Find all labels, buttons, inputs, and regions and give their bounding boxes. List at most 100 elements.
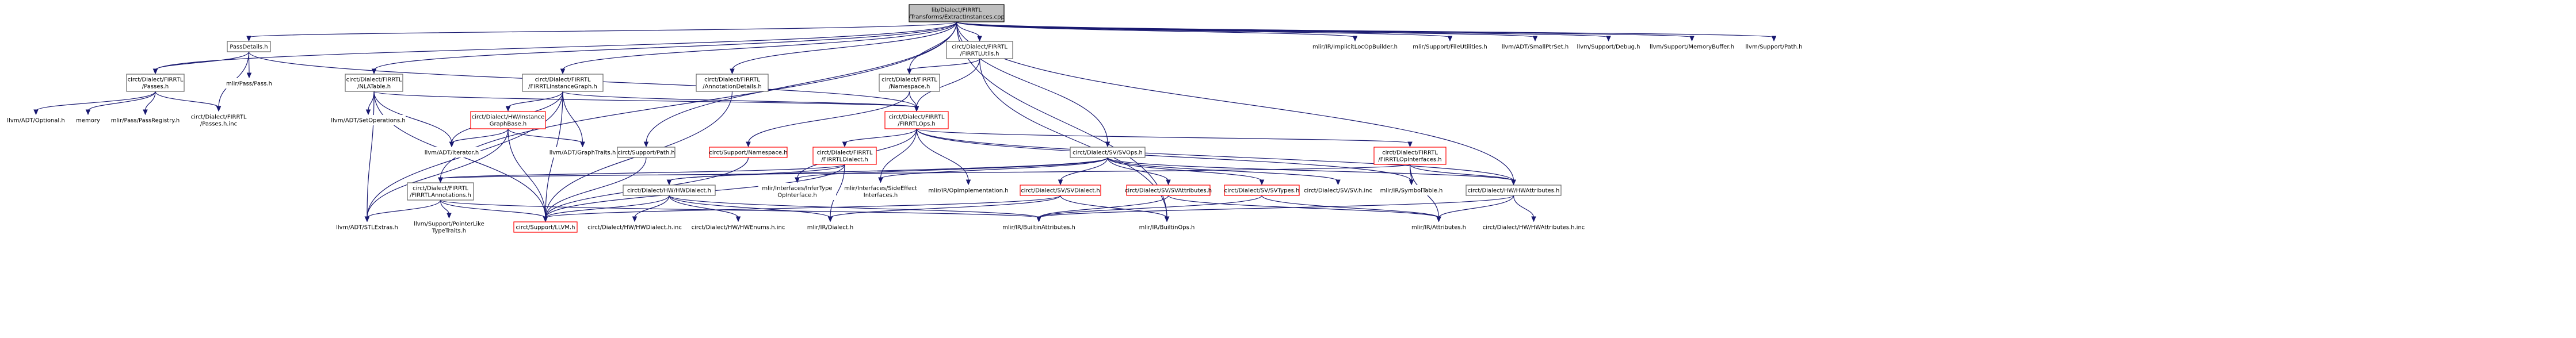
node-file-utilities[interactable]: mlir/Support/FileUtilities.h	[1410, 41, 1490, 52]
node-box	[1483, 222, 1584, 232]
edge-firrtl-namespace-to-firrtl-ops	[909, 91, 919, 112]
node-label-line: GraphBase.h	[490, 121, 527, 128]
node-small-ptr-set[interactable]: llvm/ADT/SmallPtrSet.h	[1501, 41, 1570, 52]
node-label-line: TypeTraits.h	[432, 228, 466, 235]
edge-firrtl-utils-to-builtin-ops	[979, 58, 1170, 222]
edge-sv-ops-to-hw-attributes	[1107, 157, 1516, 186]
node-box	[946, 41, 1013, 59]
node-box	[692, 222, 784, 232]
node-instance-graph[interactable]: circt/Dialect/FIRRTL/FIRRTLInstanceGraph…	[522, 74, 604, 92]
node-label-line: /Namespace.h	[889, 84, 930, 90]
node-box	[879, 74, 940, 92]
node-pass-registry[interactable]: mlir/Pass/PassRegistry.h	[109, 115, 181, 125]
node-sv-inc[interactable]: circt/Dialect/SV/SV.h.inc	[1304, 185, 1372, 195]
node-passes-inc[interactable]: circt/Dialect/FIRRTL/Passes.h.inc	[190, 112, 247, 129]
node-sv-attributes[interactable]: circt/Dialect/SV/SVAttributes.h	[1125, 185, 1212, 196]
node-label-line: llvm/ADT/STLExtras.h	[336, 225, 398, 231]
node-label-line: /Passes.h.inc	[200, 121, 237, 128]
node-label-line: llvm/Support/PointerLike	[414, 221, 484, 228]
node-llvm-debug[interactable]: llvm/Support/Debug.h	[1577, 41, 1640, 52]
node-sv-ops[interactable]: circt/Dialect/SV/SVOps.h	[1070, 147, 1146, 158]
edge-sv-types-to-builtin-attributes	[1036, 195, 1262, 222]
node-label-line: circt/Dialect/SV/SVTypes.h	[1224, 188, 1300, 194]
node-box	[1578, 41, 1639, 52]
node-llvm-iterator[interactable]: llvm/ADT/iterator.h	[423, 147, 480, 158]
node-memory-buffer[interactable]: llvm/Support/MemoryBuffer.h	[1650, 41, 1734, 52]
node-hw-dialect-inc[interactable]: circt/Dialect/HW/HWDialect.h.inc	[587, 222, 682, 232]
node-box	[1000, 222, 1078, 232]
node-label-line: llvm/ADT/SetOperations.h	[331, 118, 406, 124]
edge-sv-ops-to-sv-inc	[1107, 157, 1341, 186]
node-label-line: /FIRRTLDialect.h	[821, 157, 868, 163]
node-hw-hw-dialect[interactable]: circt/Dialect/HW/HWDialect.h	[623, 185, 716, 196]
node-label-line: circt/Dialect/SV/SVOps.h	[1073, 150, 1143, 156]
node-label-line: mlir/Pass/Pass.h	[226, 81, 272, 87]
node-sv-dialect[interactable]: circt/Dialect/SV/SVDialect.h	[1020, 185, 1101, 196]
node-firrtl-dialect[interactable]: circt/Dialect/FIRRTL/FIRRTLDialect.h	[812, 147, 877, 165]
node-firrtl-annotations[interactable]: circt/Dialect/FIRRTL/FIRRTLAnnotations.h	[407, 182, 474, 201]
node-firrtl-ops[interactable]: circt/Dialect/FIRRTL/FIRRTLOps.h	[884, 111, 949, 129]
node-llvm-path[interactable]: llvm/Support/Path.h	[1745, 41, 1803, 52]
node-hw-attributes-inc[interactable]: circt/Dialect/HW/HWAttributes.h.inc	[1483, 222, 1585, 232]
node-builtin-ops[interactable]: mlir/IR/BuiltinOps.h	[1135, 222, 1199, 232]
node-builtin-attributes[interactable]: mlir/IR/BuiltinAttributes.h	[1000, 222, 1078, 232]
node-label-line: mlir/Support/FileUtilities.h	[1413, 44, 1487, 51]
node-op-implementation[interactable]: mlir/IR/OpImplementation.h	[928, 185, 1009, 195]
node-label-line: llvm/ADT/SmallPtrSet.h	[1502, 44, 1569, 51]
node-support-path[interactable]: circt/Support/Path.h	[617, 147, 676, 158]
node-firrtl-namespace[interactable]: circt/Dialect/FIRRTL/Namespace.h	[879, 74, 940, 92]
node-implicit-loc-op-builder[interactable]: mlir/IR/ImplicitLocOpBuilder.h	[1312, 41, 1398, 52]
node-box	[1070, 147, 1146, 158]
node-label-line: circt/Dialect/HW/HWEnums.h.inc	[692, 225, 785, 231]
edge-root-to-firrtl-utils	[956, 21, 982, 42]
node-support-namespace[interactable]: circt/Support/Namespace.h	[709, 147, 788, 158]
node-passdetails[interactable]: PassDetails.h	[227, 41, 271, 52]
node-label-line: circt/Support/Namespace.h	[709, 150, 787, 156]
node-sv-types[interactable]: circt/Dialect/SV/SVTypes.h	[1224, 185, 1300, 196]
node-label-line: mlir/IR/ImplicitLocOpBuilder.h	[1312, 44, 1398, 51]
node-annotation-details[interactable]: circt/Dialect/FIRRTL/AnnotationDetails.h	[696, 74, 769, 92]
node-box	[345, 74, 403, 92]
node-label-line: circt/Dialect/SV/SV.h.inc	[1304, 188, 1372, 194]
node-label-line: circt/Dialect/HW/Instance	[472, 114, 545, 121]
edge-root-to-nla-table	[371, 21, 957, 75]
node-label-line: circt/Dialect/SV/SVDialect.h	[1021, 188, 1100, 194]
node-llvm-optional[interactable]: llvm/ADT/Optional.h	[6, 115, 66, 125]
node-label-line: circt/Dialect/FIRRTL	[128, 77, 184, 83]
node-firrtl-passes[interactable]: circt/Dialect/FIRRTL/Passes.h	[126, 74, 185, 92]
node-symbol-table[interactable]: mlir/IR/SymbolTable.h	[1377, 185, 1446, 195]
node-root[interactable]: lib/Dialect/FIRRTL/Transforms/ExtractIns…	[909, 4, 1005, 22]
node-hw-attributes[interactable]: circt/Dialect/HW/HWAttributes.h	[1466, 185, 1562, 196]
edge-sv-ops-to-sv-types	[1107, 157, 1265, 186]
edge-hw-attributes-to-hw-attributes-inc	[1513, 195, 1536, 222]
node-memory[interactable]: memory	[74, 115, 102, 125]
node-ir-attributes[interactable]: mlir/IR/Attributes.h	[1409, 222, 1469, 232]
node-set-operations[interactable]: llvm/ADT/SetOperations.h	[331, 115, 406, 125]
node-mlir-pass[interactable]: mlir/Pass/Pass.h	[223, 78, 275, 89]
node-box	[802, 222, 859, 232]
node-label-line: llvm/ADT/GraphTraits.h	[549, 150, 616, 156]
node-ir-dialect[interactable]: mlir/IR/Dialect.h	[802, 222, 859, 232]
edge-sv-dialect-to-builtin-ops	[1060, 195, 1170, 222]
node-support-llvm[interactable]: circt/Support/LLVM.h	[513, 221, 578, 233]
node-box	[333, 222, 402, 232]
node-label-line: circt/Dialect/FIRRTL	[413, 186, 468, 192]
node-label-line: Interfaces.h	[864, 193, 898, 199]
node-label-line: /FIRRTLOps.h	[898, 121, 936, 128]
node-box	[223, 78, 275, 89]
node-box	[1224, 185, 1300, 196]
edge-firrtl-annotations-to-support-llvm	[440, 199, 548, 222]
node-stl-extras[interactable]: llvm/ADT/STLExtras.h	[333, 222, 402, 232]
edge-root-to-firrtl-passes	[152, 21, 957, 75]
node-hw-enums-inc[interactable]: circt/Dialect/HW/HWEnums.h.inc	[692, 222, 785, 232]
node-label-line: mlir/IR/SymbolTable.h	[1380, 188, 1443, 194]
node-graph-traits[interactable]: llvm/ADT/GraphTraits.h	[549, 147, 616, 158]
node-firrtl-utils[interactable]: circt/Dialect/FIRRTL/FIRRTLUtils.h	[946, 41, 1013, 59]
node-box	[1466, 185, 1562, 196]
node-firrtl-op-interfaces[interactable]: circt/Dialect/FIRRTL/FIRRTLOpInterfaces.…	[1373, 147, 1447, 165]
node-nla-table[interactable]: circt/Dialect/FIRRTL/NLATable.h	[345, 74, 403, 92]
